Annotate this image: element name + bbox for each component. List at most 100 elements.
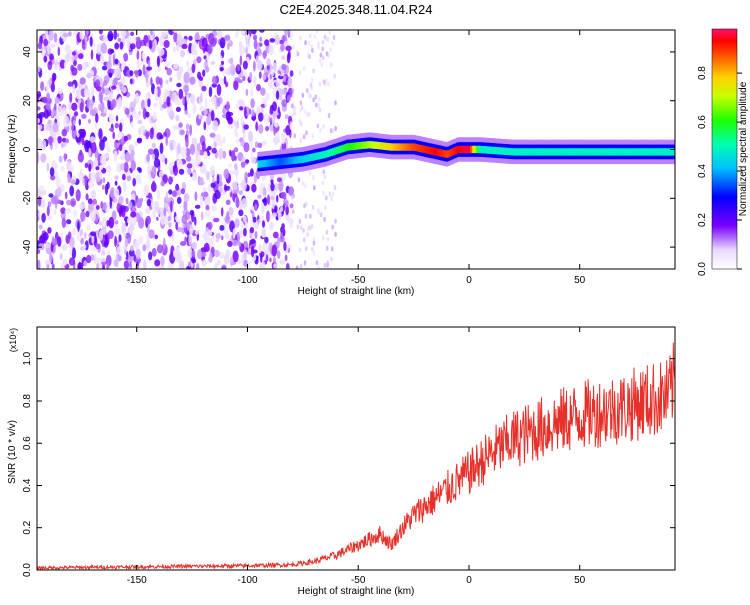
ridge-core-cell <box>484 146 487 154</box>
noise-cell <box>68 257 76 266</box>
noise-cell <box>300 105 304 111</box>
noise-cell <box>327 81 330 87</box>
x-tick-label: -50 <box>351 275 366 286</box>
noise-cell <box>306 53 310 58</box>
noise-cell <box>214 189 221 200</box>
noise-cell <box>268 242 273 253</box>
noise-cell <box>186 94 190 103</box>
noise-cell <box>156 46 160 52</box>
noise-cell <box>320 62 324 67</box>
noise-cell <box>237 79 243 84</box>
noise-cell <box>177 142 181 155</box>
noise-cell <box>78 53 84 60</box>
noise-cell <box>261 261 266 269</box>
noise-cell <box>164 60 171 68</box>
noise-cell <box>97 152 101 164</box>
noise-cell <box>319 127 322 133</box>
noise-cell <box>120 162 125 171</box>
noise-cell <box>251 183 257 193</box>
ridge-core-cell <box>537 148 541 156</box>
noise-cell <box>277 250 281 259</box>
x-tick-label: 0 <box>466 275 472 286</box>
y-tick-label: 20 <box>22 95 33 107</box>
noise-cell <box>84 162 89 169</box>
noise-cell <box>184 110 189 115</box>
spectrogram-ridge <box>257 132 675 177</box>
noise-cell <box>114 175 119 180</box>
ridge-core-cell <box>392 143 395 151</box>
colorbar-tick-label: 0.0 <box>697 262 708 276</box>
noise-cell <box>158 66 161 73</box>
noise-cell <box>229 256 234 267</box>
noise-cell <box>108 216 115 229</box>
ridge-core-cell <box>293 156 296 164</box>
noise-cell <box>241 197 248 209</box>
noise-cell <box>301 180 305 186</box>
noise-cell <box>113 188 120 199</box>
noise-cell <box>104 87 109 96</box>
noise-cell <box>95 79 101 88</box>
noise-cell <box>114 220 119 225</box>
ridge-core-cell <box>379 142 383 150</box>
ridge-core-cell <box>355 142 358 150</box>
noise-cell <box>156 188 161 201</box>
noise-cell <box>325 195 328 201</box>
noise-cell <box>144 98 148 110</box>
noise-cell <box>130 245 134 252</box>
noise-cell <box>72 227 77 236</box>
ridge-core-cell <box>576 148 580 156</box>
noise-cell <box>307 41 311 46</box>
noise-cell <box>265 254 269 262</box>
noise-cell <box>89 99 94 107</box>
noise-cell <box>145 215 151 225</box>
snr-y-ticks: 0.0 0.2 0.4 0.6 0.8 1.0 <box>22 351 675 577</box>
noise-cell <box>223 254 230 265</box>
noise-cell <box>219 187 223 193</box>
noise-cell <box>71 67 78 76</box>
ridge-core-cell <box>441 149 445 158</box>
noise-cell <box>254 231 258 239</box>
noise-cell <box>145 111 150 118</box>
noise-cell <box>292 44 295 50</box>
noise-cell <box>91 86 95 98</box>
ridge-core-cell <box>470 145 473 154</box>
noise-cell <box>228 163 232 168</box>
noise-cell <box>176 158 183 169</box>
noise-cell <box>249 168 254 177</box>
ridge-core-cell <box>590 148 594 156</box>
ridge-core-cell <box>264 159 268 167</box>
noise-cell <box>221 266 226 269</box>
noise-cell <box>216 259 221 266</box>
noise-cell <box>170 200 173 212</box>
noise-cell <box>329 128 333 134</box>
ridge-core-cell <box>397 143 401 151</box>
noise-cell <box>130 149 135 157</box>
colorbar-gradient <box>711 28 738 270</box>
noise-cell <box>255 121 259 132</box>
noise-cell <box>212 136 220 143</box>
noise-cell <box>271 244 278 257</box>
noise-cell <box>117 37 122 42</box>
colorbar: 0.0 0.2 0.4 0.6 0.8 Normalized spectral ampl… <box>697 28 749 276</box>
noise-cell <box>37 248 41 255</box>
ridge-core-cell <box>402 143 406 151</box>
noise-cell <box>238 241 242 248</box>
noise-cell <box>270 182 275 192</box>
noise-cell <box>118 208 124 215</box>
ridge-core-cell <box>450 148 454 156</box>
ridge-core-cell <box>516 148 519 156</box>
noise-cell <box>119 122 123 133</box>
noise-cell <box>298 70 302 76</box>
noise-cell <box>156 55 160 68</box>
noise-cell <box>160 256 165 267</box>
noise-cell <box>334 218 337 224</box>
noise-cell <box>134 113 141 120</box>
noise-cell <box>57 46 61 57</box>
noise-cell <box>165 90 170 97</box>
noise-cell <box>323 217 326 222</box>
ridge-core-cell <box>608 148 611 156</box>
ridge-core-cell <box>635 148 638 156</box>
noise-cell <box>133 70 140 75</box>
noise-cell <box>168 110 175 121</box>
ridge-core-cell <box>518 148 521 156</box>
